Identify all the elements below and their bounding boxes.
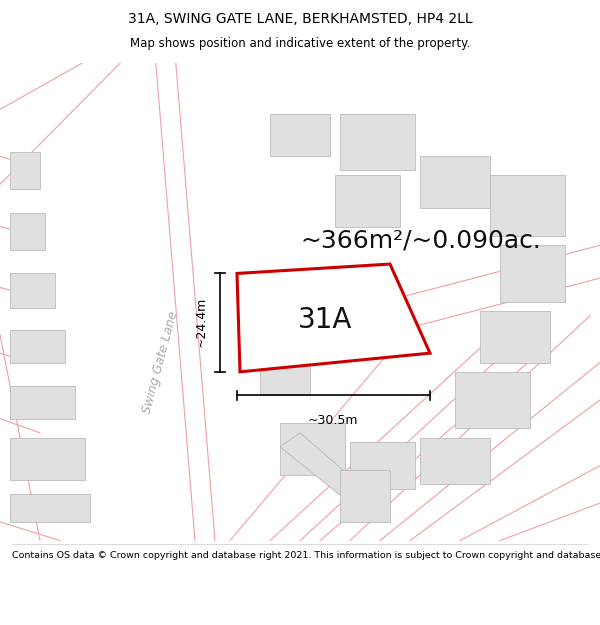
Polygon shape — [420, 156, 490, 208]
Text: Swing Gate Lane: Swing Gate Lane — [140, 310, 180, 415]
Polygon shape — [270, 114, 330, 156]
Polygon shape — [10, 386, 75, 419]
Polygon shape — [10, 330, 65, 362]
Polygon shape — [340, 470, 390, 522]
Polygon shape — [237, 264, 430, 372]
Polygon shape — [335, 175, 400, 226]
Text: Contains OS data © Crown copyright and database right 2021. This information is : Contains OS data © Crown copyright and d… — [12, 551, 600, 560]
Text: 31A, SWING GATE LANE, BERKHAMSTED, HP4 2LL: 31A, SWING GATE LANE, BERKHAMSTED, HP4 2… — [128, 12, 472, 26]
Text: ~24.4m: ~24.4m — [195, 297, 208, 348]
Text: ~30.5m: ~30.5m — [308, 414, 358, 427]
Polygon shape — [260, 344, 310, 396]
Polygon shape — [280, 432, 365, 503]
Polygon shape — [10, 494, 90, 522]
Polygon shape — [10, 274, 55, 308]
Polygon shape — [280, 424, 345, 475]
Polygon shape — [490, 175, 565, 236]
Polygon shape — [10, 438, 85, 480]
Polygon shape — [350, 442, 415, 489]
Polygon shape — [10, 151, 40, 189]
Polygon shape — [500, 245, 565, 301]
Polygon shape — [480, 311, 550, 362]
Text: 31A: 31A — [298, 306, 352, 334]
Text: ~366m²/~0.090ac.: ~366m²/~0.090ac. — [300, 229, 541, 253]
Polygon shape — [420, 438, 490, 484]
Polygon shape — [10, 213, 45, 250]
Polygon shape — [340, 114, 415, 170]
Polygon shape — [455, 372, 530, 428]
Text: Map shows position and indicative extent of the property.: Map shows position and indicative extent… — [130, 37, 470, 50]
